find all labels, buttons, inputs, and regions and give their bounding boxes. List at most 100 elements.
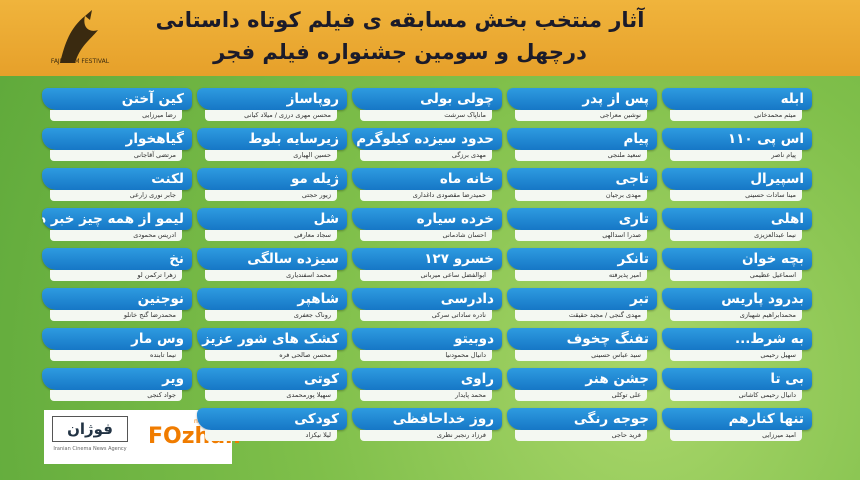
- film-card: وس مار نیما تابنده: [42, 328, 192, 364]
- film-title: بی تا: [662, 368, 812, 390]
- film-card: چولی بولی ماناپاک سرشت: [352, 88, 502, 124]
- film-title: پس از پدر: [507, 88, 657, 110]
- film-title: نوجنین: [42, 288, 192, 310]
- film-director: سعید ملنجی: [515, 150, 647, 161]
- film-title: پیام: [507, 128, 657, 150]
- festival-logo: [60, 10, 98, 63]
- film-title: روز خداحافظی: [352, 408, 502, 430]
- film-director: مهدی برجیان: [515, 190, 647, 201]
- film-card: گیاهخوار مرتضی آقاجانی: [42, 128, 192, 164]
- film-title: زیرسایه بلوط: [197, 128, 347, 150]
- film-title: خانه ماه: [352, 168, 502, 190]
- film-director: نوشین معراجی: [515, 110, 647, 121]
- film-card: کشک های شور عزیز محسن صالحی فره: [197, 328, 347, 364]
- film-title: کین آختن: [42, 88, 192, 110]
- film-director: مینا سادات حسینی: [670, 190, 802, 201]
- film-title: نخ: [42, 248, 192, 270]
- film-title: چولی بولی: [352, 88, 502, 110]
- film-director: زیور حجتی: [205, 190, 337, 201]
- film-card: اسپیرال مینا سادات حسینی: [662, 168, 812, 204]
- film-director: ابوالفضل ساعی میربانی: [360, 270, 492, 281]
- film-director: محمد پایدار: [360, 390, 492, 401]
- film-director: میثم محمدخانی: [670, 110, 802, 121]
- film-card: بچه خوان اسماعیل عظیمی: [662, 248, 812, 284]
- film-title: بچه خوان: [662, 248, 812, 270]
- film-title: گیاهخوار: [42, 128, 192, 150]
- film-card: دادرسی نادره ساداتی سرکی: [352, 288, 502, 324]
- logo-text: FAJR FILM FESTIVAL: [50, 58, 110, 65]
- film-title: دوبیتو: [352, 328, 502, 350]
- film-director: صدرا اسدالهی: [515, 230, 647, 241]
- film-card: ویر جواد کنجی: [42, 368, 192, 404]
- film-card: دوبیتو دانیال محمودنیا: [352, 328, 502, 364]
- film-card: کودکی لیلا نیکزاد: [197, 408, 347, 444]
- film-director: مرتضی آقاجانی: [50, 150, 182, 161]
- film-title: کودکی: [197, 408, 347, 430]
- film-director: مهدی گنجی / مجید حقیقت: [515, 310, 647, 321]
- film-director: مهدی برزگی: [360, 150, 492, 161]
- film-card: روپاساز محسن مهری درزی / میلاد کیانی: [197, 88, 347, 124]
- film-title: کوتی: [197, 368, 347, 390]
- film-title: بدرود پاریس: [662, 288, 812, 310]
- film-director: محمدرضا گنج خانلو: [50, 310, 182, 321]
- film-card: لیمو از همه چیز خبر داشتادریس محمودی: [42, 208, 192, 244]
- film-card: ابله میثم محمدخانی: [662, 88, 812, 124]
- film-director: سهیلا پورمحمدی: [205, 390, 337, 401]
- film-card: تاری صدرا اسدالهی: [507, 208, 657, 244]
- fozhan-subtitle: Iranian Cinema News Agency: [53, 446, 127, 452]
- film-card: پس از پدر نوشین معراجی: [507, 88, 657, 124]
- film-title: وس مار: [42, 328, 192, 350]
- film-title: شل: [197, 208, 347, 230]
- film-director: فرید حاجی: [515, 430, 647, 441]
- film-title: اس پی ۱۱۰: [662, 128, 812, 150]
- film-title: ژیله مو: [197, 168, 347, 190]
- film-director: سهیل رحیمی: [670, 350, 802, 361]
- film-card: خسرو ۱۲۷ ابوالفضل ساعی میربانی: [352, 248, 502, 284]
- film-card: خرده سیاره احسان شادمانی: [352, 208, 502, 244]
- film-card: اس پی ۱۱۰ پیام ناصر: [662, 128, 812, 164]
- film-director: نیما عبدالعزیزی: [670, 230, 802, 241]
- film-title: خسرو ۱۲۷: [352, 248, 502, 270]
- film-card: نخ زهرا ترکمن لو: [42, 248, 192, 284]
- film-card: تاجی مهدی برجیان: [507, 168, 657, 204]
- film-director: احسان شادمانی: [360, 230, 492, 241]
- film-card: زیرسایه بلوط حسین الهیاری: [197, 128, 347, 164]
- film-card: پیام سعید ملنجی: [507, 128, 657, 164]
- film-title: تاری: [507, 208, 657, 230]
- film-director: دانیال رحیمی کاشانی: [670, 390, 802, 401]
- film-director: محسن مهری درزی / میلاد کیانی: [205, 110, 337, 121]
- film-title: کشک های شور عزیز: [197, 328, 347, 350]
- film-card: ژیله مو زیور حجتی: [197, 168, 347, 204]
- film-card: شل سجاد معارفی: [197, 208, 347, 244]
- film-director: محمد اسفندیاری: [205, 270, 337, 281]
- film-title: دادرسی: [352, 288, 502, 310]
- film-director: علی توکلی: [515, 390, 647, 401]
- film-director: محمدابراهیم شهبازی: [670, 310, 802, 321]
- film-card: تنها کنارهم امید میرزایی: [662, 408, 812, 444]
- subtitle: درچهل و سومین جشنواره فیلم فجر: [213, 40, 587, 64]
- film-card: به شرط... سهیل رحیمی: [662, 328, 812, 364]
- film-title: تفنگ چخوف: [507, 328, 657, 350]
- film-card: سیزده سالگی محمد اسفندیاری: [197, 248, 347, 284]
- film-card: تانکر امیر پذیرفته: [507, 248, 657, 284]
- film-card: نوجنین محمدرضا گنج خانلو: [42, 288, 192, 324]
- film-director: لیلا نیکزاد: [205, 430, 337, 441]
- film-director: ادریس محمودی: [50, 230, 182, 241]
- film-title: جوجه رنگی: [507, 408, 657, 430]
- film-title: جشن هنر: [507, 368, 657, 390]
- film-director: امیر پذیرفته: [515, 270, 647, 281]
- film-title: لکنت: [42, 168, 192, 190]
- film-title: به شرط...: [662, 328, 812, 350]
- film-director: نیما تابنده: [50, 350, 182, 361]
- film-director: سید عباس حسینی: [515, 350, 647, 361]
- film-director: پیام ناصر: [670, 150, 802, 161]
- film-director: حمیدرضا مقصودی داغداری: [360, 190, 492, 201]
- film-director: محسن صالحی فره: [205, 350, 337, 361]
- film-title: ابله: [662, 88, 812, 110]
- film-director: حسین الهیاری: [205, 150, 337, 161]
- film-card: کوتی سهیلا پورمحمدی: [197, 368, 347, 404]
- film-card: خانه ماه حمیدرضا مقصودی داغداری: [352, 168, 502, 204]
- film-card: جشن هنر علی توکلی: [507, 368, 657, 404]
- film-director: امید میرزایی: [670, 430, 802, 441]
